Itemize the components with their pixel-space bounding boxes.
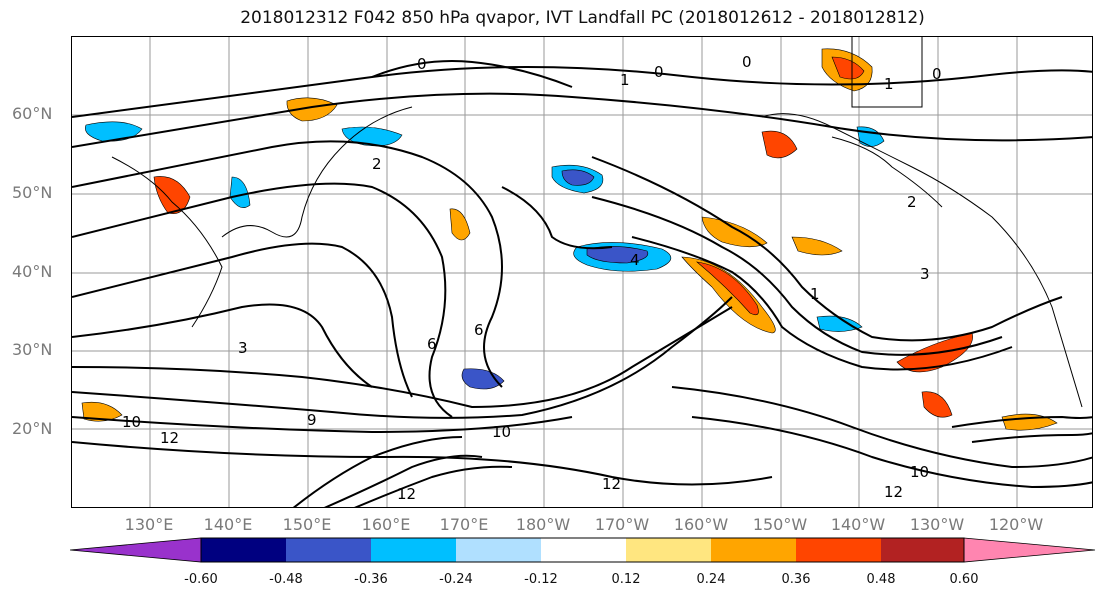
map-title: 2018012312 F042 850 hPa qvapor, IVT Land…	[240, 8, 925, 28]
contour-label: 6	[474, 321, 484, 339]
anomaly-shading	[81, 48, 1058, 431]
lon-label-160w: 160°W	[673, 515, 729, 534]
positive-anomaly-west-coast	[761, 130, 798, 159]
positive-anomaly-sw	[81, 401, 123, 422]
lon-label-170e: 170°E	[439, 515, 489, 534]
lat-label-50n: 50°N	[12, 183, 53, 202]
contour-label: 12	[397, 485, 416, 503]
colorbar-tick-label: 0.12	[611, 572, 641, 587]
positive-anomaly-front	[681, 256, 776, 334]
contour-label: 3	[238, 339, 248, 357]
colorbar-segment	[456, 538, 541, 562]
colorbar-tick-label: 0.36	[781, 572, 811, 587]
positive-anomaly-mid	[449, 208, 471, 241]
lat-label-40n: 40°N	[12, 262, 53, 281]
colorbar-tick-label: 0.48	[866, 572, 896, 587]
negative-anomaly-west-2	[229, 176, 251, 208]
colorbar-extension-high	[963, 537, 1096, 563]
colorbar-segment	[541, 538, 626, 562]
colorbar-tick-label: -0.24	[439, 572, 473, 587]
colorbar-tick-label: 0.60	[949, 572, 979, 587]
negative-anomaly-south	[461, 368, 505, 390]
colorbar	[70, 537, 1096, 563]
lon-label-120w: 120°W	[988, 515, 1044, 534]
colorbar-segment	[201, 538, 286, 562]
lat-label-30n: 30°N	[12, 340, 53, 359]
negative-anomaly-kamchatka	[341, 126, 403, 147]
contour-label: 12	[160, 429, 179, 447]
map-panel: 0 0 0 0 1 1 1 2 2 3 3 4 6 6 9 10 10 10 1…	[71, 36, 1093, 508]
contour-label: 1	[810, 285, 820, 303]
positive-anomaly-hawaii-east	[921, 391, 953, 418]
contour-label: 0	[654, 63, 664, 81]
graticule	[72, 37, 1092, 507]
contour-lines	[72, 60, 1092, 507]
contour-label: 10	[910, 463, 929, 481]
positive-anomaly-arctic-core	[831, 56, 865, 80]
lon-label-130e: 130°E	[124, 515, 174, 534]
lon-label-180w: 180°W	[515, 515, 571, 534]
colorbar-tick-label: -0.36	[354, 572, 388, 587]
colorbar-tick-label: -0.12	[524, 572, 558, 587]
colorbar-tick-label: -0.60	[184, 572, 218, 587]
negative-anomaly-west	[85, 121, 143, 142]
contour-label: 0	[742, 53, 752, 71]
colorbar-extension-low	[70, 537, 202, 563]
positive-anomaly-kamchatka	[286, 97, 338, 122]
contour-label: 12	[602, 475, 621, 493]
lon-label-140w: 140°W	[830, 515, 886, 534]
lon-label-170w: 170°W	[594, 515, 650, 534]
contour-label: 2	[372, 155, 382, 173]
colorbar-segment	[371, 538, 456, 562]
colorbar-segment	[286, 538, 371, 562]
lon-label-140e: 140°E	[203, 515, 253, 534]
contour-label: 10	[492, 423, 511, 441]
contour-label: 1	[620, 71, 630, 89]
colorbar-segment	[796, 538, 881, 562]
contour-label: 10	[122, 413, 141, 431]
negative-anomaly-aleutian-core	[586, 246, 649, 264]
map-canvas: 0 0 0 0 1 1 1 2 2 3 3 4 6 6 9 10 10 10 1…	[72, 37, 1092, 507]
colorbar-outline	[200, 537, 965, 563]
positive-anomaly-east-1	[791, 236, 843, 256]
contour-label: 6	[427, 335, 437, 353]
colorbar-tick-label: 0.24	[696, 572, 726, 587]
contour-label: 0	[417, 55, 427, 73]
lat-label-20n: 20°N	[12, 419, 53, 438]
lat-label-60n: 60°N	[12, 104, 53, 123]
negative-anomaly-east	[816, 315, 863, 332]
lon-label-150w: 150°W	[752, 515, 808, 534]
negative-anomaly-gulf-core	[561, 169, 595, 186]
negative-anomaly-alaska	[856, 126, 885, 147]
colorbar-segment	[626, 538, 711, 562]
contour-label: 12	[884, 483, 903, 501]
contour-label: 4	[630, 251, 640, 269]
contour-label: 3	[920, 265, 930, 283]
lon-label-150e: 150°E	[282, 515, 332, 534]
colorbar-tick-label: -0.48	[269, 572, 303, 587]
colorbar-segment	[711, 538, 796, 562]
contour-label: 9	[307, 411, 317, 429]
positive-anomaly-front-core	[695, 261, 759, 316]
lon-label-160e: 160°E	[361, 515, 411, 534]
colorbar-segment	[881, 538, 964, 562]
contour-label: 2	[907, 193, 917, 211]
contour-label: 0	[932, 65, 942, 83]
contour-labels: 0 0 0 0 1 1 1 2 2 3 3 4 6 6 9 10 10 10 1…	[122, 53, 942, 503]
contour-label: 1	[884, 75, 894, 93]
lon-label-130w: 130°W	[909, 515, 965, 534]
positive-anomaly-north	[701, 216, 768, 248]
